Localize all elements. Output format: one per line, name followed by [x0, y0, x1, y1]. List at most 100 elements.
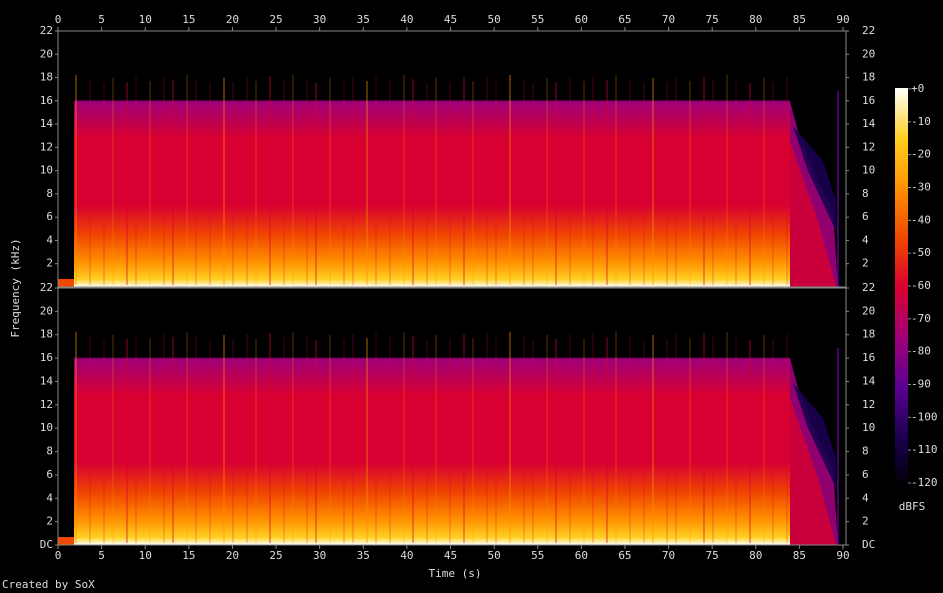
- x-tick-label: 15: [182, 13, 195, 26]
- y-tick-label: 20: [862, 304, 875, 317]
- y-tick-label: 2: [46, 257, 53, 270]
- x-tick-label: 50: [487, 549, 500, 562]
- y-tick-label: 20: [40, 47, 53, 60]
- credit: Created by SoX: [2, 578, 95, 591]
- y-tick-label: 8: [46, 445, 53, 458]
- x-tick-label: 40: [400, 13, 413, 26]
- x-tick-label: 70: [662, 13, 675, 26]
- y-tick-label: 14: [40, 117, 54, 130]
- y-tick-label: 12: [40, 398, 53, 411]
- y-tick-label: 8: [46, 187, 53, 200]
- y-tick-label: 16: [862, 94, 875, 107]
- y-tick-label: 18: [862, 71, 875, 84]
- x-tick-label: 65: [618, 13, 631, 26]
- x-axis-label: Time (s): [429, 567, 482, 580]
- y-tick-label: 22: [40, 281, 53, 294]
- y-tick-label: 22: [862, 281, 875, 294]
- y-tick-label: 18: [40, 71, 53, 84]
- x-tick-label: 70: [662, 549, 675, 562]
- y-tick-label: 20: [40, 304, 53, 317]
- x-tick-label: 45: [444, 549, 457, 562]
- y-tick-label: 18: [40, 328, 53, 341]
- y-tick-label: 4: [862, 233, 869, 246]
- colorbar-tick-label: +0: [911, 82, 924, 95]
- spectrum-lowband: [58, 279, 74, 287]
- x-tick-label: 20: [226, 549, 239, 562]
- y-tick-label: 10: [40, 421, 53, 434]
- y-tick-label: 2: [862, 515, 869, 528]
- y-tick-label: 12: [862, 398, 875, 411]
- x-tick-label: 80: [749, 549, 762, 562]
- colorbar-tick-label: -100: [911, 410, 938, 423]
- y-tick-label: 6: [862, 210, 869, 223]
- colorbar-tick-label: -70: [911, 312, 931, 325]
- y-tick-label: 12: [40, 140, 53, 153]
- spectrogram-channel: [58, 288, 839, 545]
- colorbar-tick-label: -120: [911, 476, 938, 489]
- colorbar-tick-label: -60: [911, 279, 931, 292]
- y-tick-label: 10: [862, 164, 875, 177]
- spectrum-lowband: [58, 537, 74, 545]
- x-tick-label: 35: [357, 549, 370, 562]
- colorbar-label: dBFS: [899, 500, 926, 513]
- x-tick-label: 40: [400, 549, 413, 562]
- y-tick-label: 6: [46, 468, 53, 481]
- x-tick-label: 85: [793, 13, 806, 26]
- y-tick-label: 6: [862, 468, 869, 481]
- y-tick-label: 22: [862, 24, 875, 37]
- y-tick-label: 10: [40, 164, 53, 177]
- colorbar-tick-label: -110: [911, 443, 938, 456]
- spectrum-tail-core: [790, 141, 836, 287]
- y-tick-label: 20: [862, 47, 875, 60]
- x-tick-label: 80: [749, 13, 762, 26]
- x-tick-label: 10: [139, 13, 152, 26]
- x-tick-label: 5: [98, 549, 105, 562]
- y-tick-label: 2: [862, 257, 869, 270]
- x-tick-label: 55: [531, 549, 544, 562]
- x-tick-label: 65: [618, 549, 631, 562]
- colorbar-tick-label: -50: [911, 246, 931, 259]
- y-tick-label: 16: [40, 351, 53, 364]
- x-tick-label: 90: [836, 13, 849, 26]
- spectrum-tail-core: [790, 398, 836, 545]
- colorbar-tick-label: -90: [911, 378, 931, 391]
- y-tick-label: 14: [40, 374, 54, 387]
- colorbar-tick-label: -80: [911, 345, 931, 358]
- y-tick-label: 4: [862, 491, 869, 504]
- x-tick-label: 55: [531, 13, 544, 26]
- x-tick-label: 0: [55, 13, 62, 26]
- frame: [57, 30, 847, 288]
- y-tick-label: 22: [40, 24, 53, 37]
- y-tick-label: DC: [862, 538, 875, 551]
- x-tick-label: 75: [706, 549, 719, 562]
- x-tick-label: 15: [182, 549, 195, 562]
- y-tick-label: 4: [46, 233, 53, 246]
- y-tick-label: 18: [862, 328, 875, 341]
- y-tick-label: 8: [862, 445, 869, 458]
- y-tick-label: 16: [40, 94, 53, 107]
- x-tick-label: 5: [98, 13, 105, 26]
- spectrogram-channel: [58, 31, 839, 287]
- x-tick-label: 25: [269, 13, 282, 26]
- y-tick-label: 4: [46, 491, 53, 504]
- x-tick-label: 25: [269, 549, 282, 562]
- colorbar-tick-label: -10: [911, 115, 931, 128]
- spectrum-tail-dark: [793, 126, 836, 231]
- x-tick-label: 0: [55, 549, 62, 562]
- y-tick-label: 16: [862, 351, 875, 364]
- x-tick-label: 30: [313, 549, 326, 562]
- x-tick-label: 75: [706, 13, 719, 26]
- y-tick-label: 10: [862, 421, 875, 434]
- x-tick-label: 30: [313, 13, 326, 26]
- y-tick-label: 14: [862, 374, 876, 387]
- spectrum-body: [74, 288, 790, 545]
- x-tick-label: 60: [575, 549, 588, 562]
- y-axis-label: Frequency (kHz): [9, 238, 22, 337]
- spectrum-tail-dark: [793, 383, 836, 488]
- x-tick-label: 90: [836, 549, 849, 562]
- y-tick-label: 14: [862, 117, 876, 130]
- y-tick-label: 12: [862, 140, 875, 153]
- x-tick-label: 50: [487, 13, 500, 26]
